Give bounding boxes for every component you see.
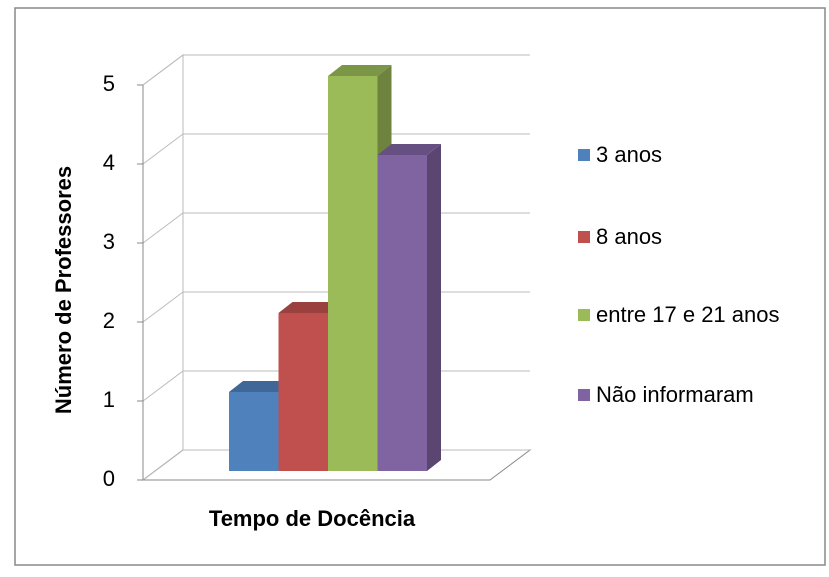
bar-top [328, 65, 392, 76]
legend-label: entre 17 e 21 anos [596, 302, 780, 327]
bar [328, 76, 378, 471]
legend-swatch [578, 309, 590, 321]
legend-label: 3 anos [596, 142, 663, 167]
bar-top [229, 381, 293, 392]
legend-swatch [578, 389, 590, 401]
legend-item: Não informaram [578, 380, 754, 410]
grid-line [142, 133, 530, 165]
y-axis-label: Número de Professores [51, 166, 76, 414]
legend-item: 8 anos [578, 222, 662, 252]
grid-line [142, 54, 530, 86]
x-axis-label: Tempo de Docência [209, 506, 416, 531]
legend-label: Não informaram [596, 382, 754, 407]
legend-item: 3 anos [578, 140, 662, 170]
bar-top [377, 144, 441, 155]
legend-swatch [578, 149, 590, 161]
bar-top [278, 302, 342, 313]
bar-side [427, 144, 441, 471]
bar [377, 155, 427, 471]
y-tick-label: 2 [103, 308, 115, 333]
y-tick-label: 3 [103, 229, 115, 254]
y-tick-label: 1 [103, 387, 115, 412]
y-tick-label: 5 [103, 71, 115, 96]
y-tick-label: 0 [103, 466, 115, 491]
legend-label: 8 anos [596, 224, 663, 249]
bar [278, 313, 328, 471]
bar [229, 392, 279, 471]
y-tick-label: 4 [103, 150, 115, 175]
legend-swatch [578, 231, 590, 243]
legend-item: entre 17 e 21 anos [578, 300, 779, 330]
